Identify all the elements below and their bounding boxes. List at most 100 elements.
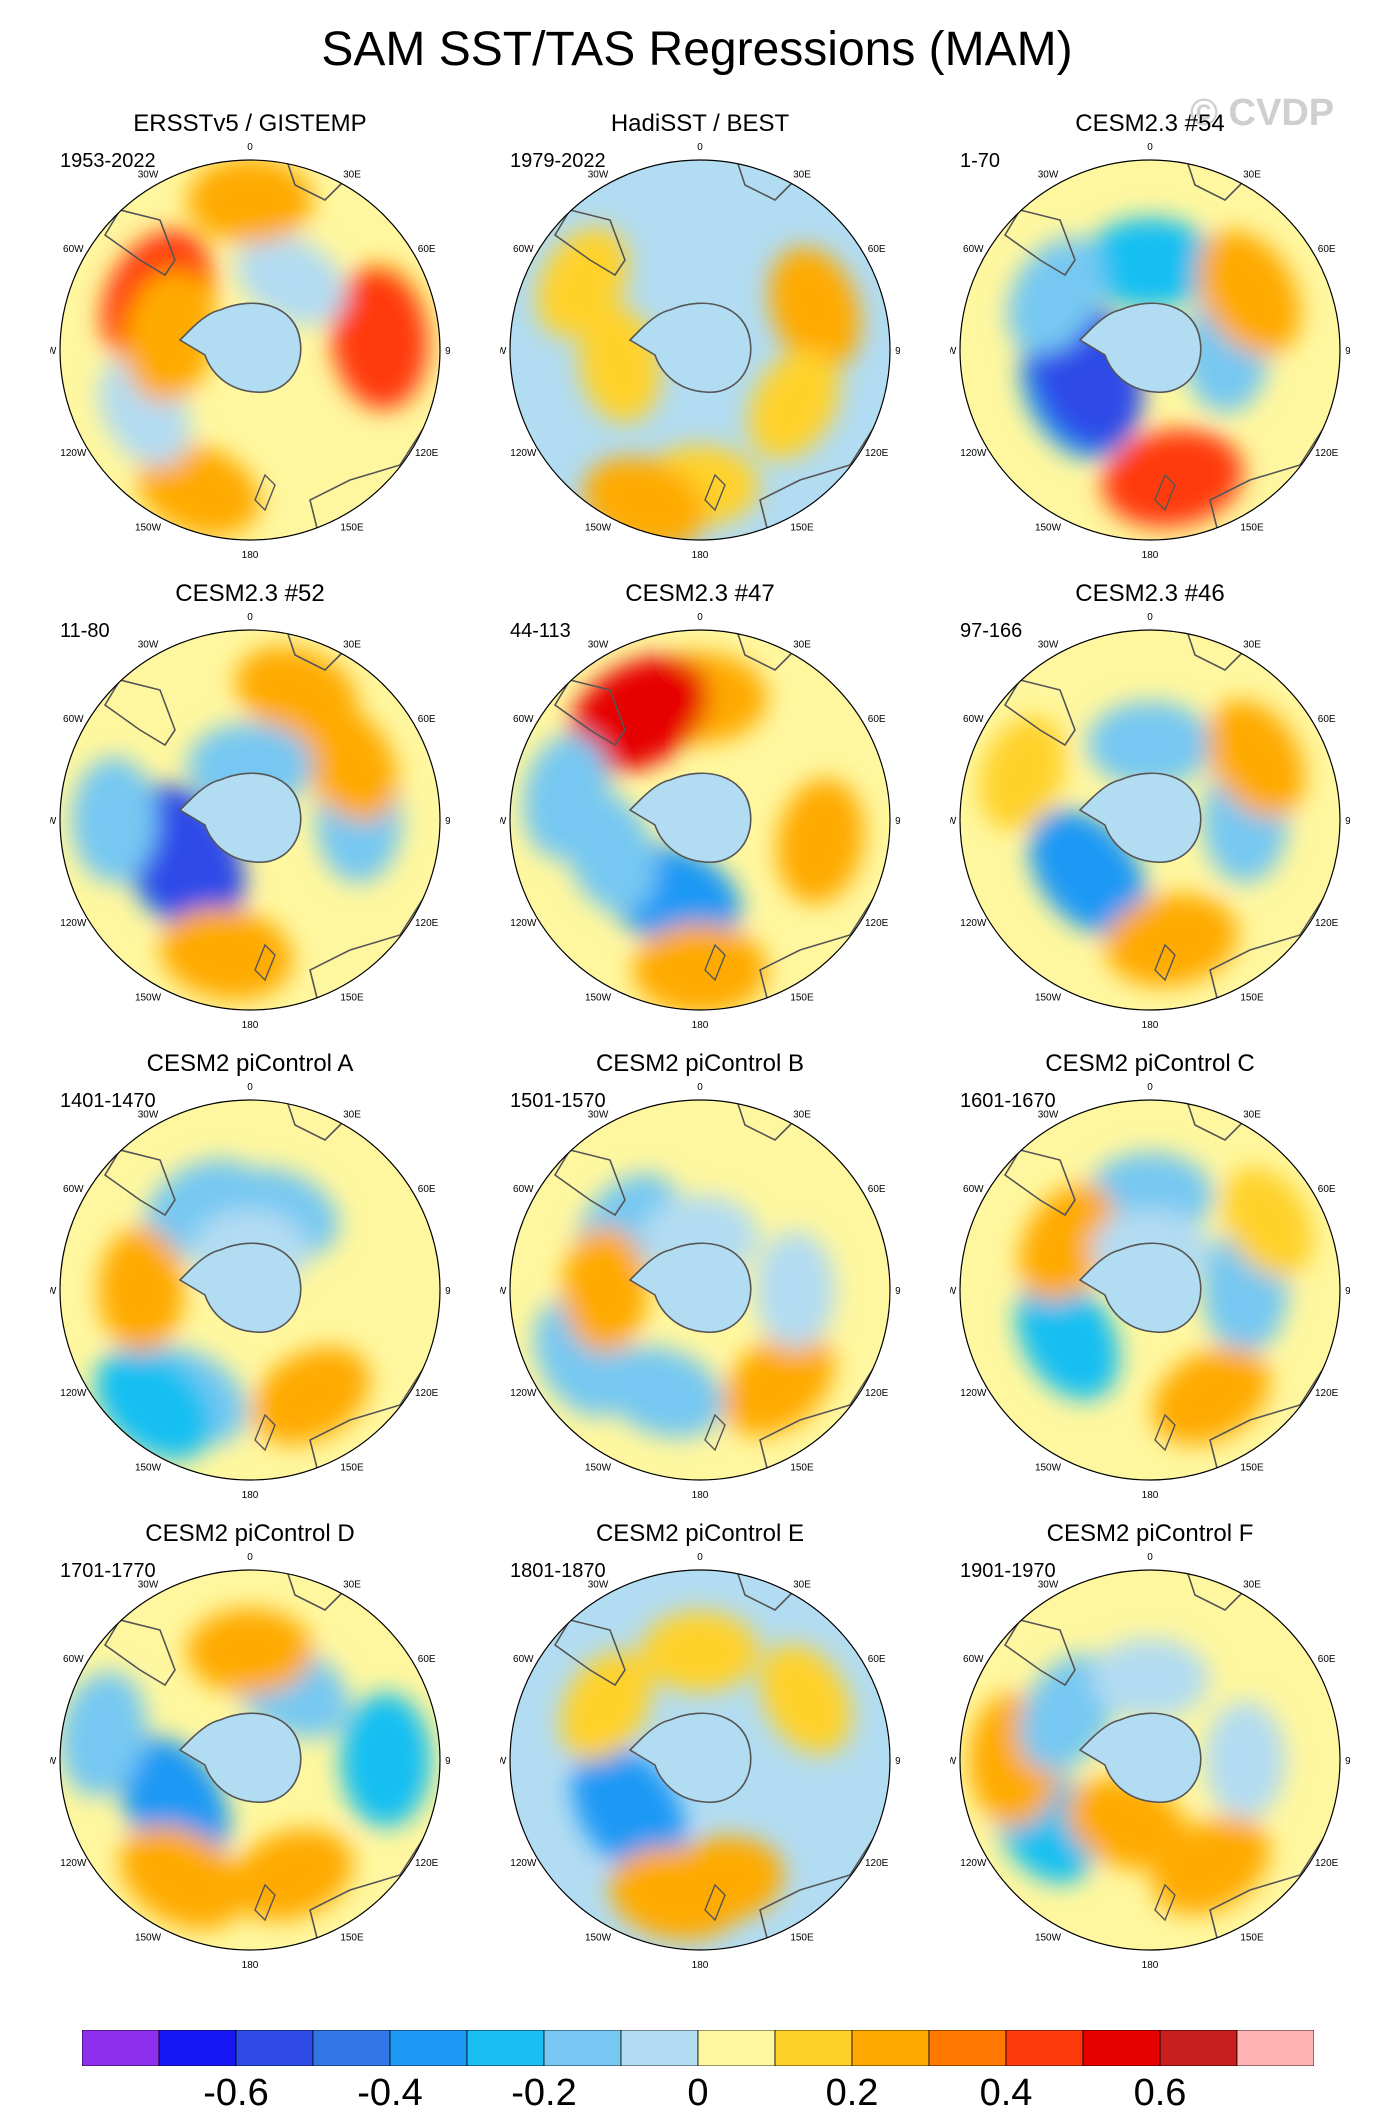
anomaly-region — [1102, 429, 1244, 528]
panel-title: CESM2 piControl C — [1045, 1050, 1255, 1077]
longitude-label: 30W — [1038, 169, 1059, 180]
map-panel: CESM2 piControl F 1901-1970 0 30E 60E 90E 120E… — [940, 1520, 1360, 1980]
map-panel: CESM2.3 #54 1-70 0 30E 60E 90E 120E 150E 180 150W… — [940, 110, 1360, 570]
new-zealand-coastline — [704, 1883, 726, 1922]
africa-coastline — [284, 160, 351, 201]
longitude-label: 150W — [585, 993, 612, 1004]
africa-coastline — [734, 160, 801, 201]
anomaly-region — [562, 1227, 648, 1353]
new-zealand-coastline — [254, 473, 276, 512]
longitude-label: 30W — [1038, 1579, 1059, 1590]
longitude-label: 0 — [247, 612, 253, 623]
longitude-label: 60E — [1318, 244, 1336, 255]
anomaly-region — [98, 1227, 185, 1353]
longitude-label: 150W — [585, 523, 612, 534]
longitude-label: 60W — [63, 1184, 84, 1195]
longitude-label: 120E — [415, 1388, 439, 1399]
longitude-label: 90W — [500, 816, 507, 827]
map-border — [509, 1099, 891, 1481]
antarctica-coastline — [628, 1712, 752, 1803]
map-panel: ERSSTv5 / GISTEMP 1953-2022 0 30E 60E 90E 120E… — [40, 110, 460, 570]
anomaly-region — [776, 778, 865, 904]
colorbar-swatch — [312, 2030, 391, 2066]
anomaly-region — [641, 1610, 759, 1692]
anomaly-region — [1083, 217, 1217, 309]
longitude-label: 90W — [950, 346, 957, 357]
longitude-label: 30W — [138, 169, 159, 180]
colorbar-swatch — [1005, 2030, 1084, 2066]
panel-title: CESM2 piControl E — [595, 1520, 805, 1547]
longitude-label: 30E — [793, 639, 811, 650]
map-panel: CESM2 piControl B 1501-1570 0 30E 60E 90E 120E… — [490, 1050, 910, 1510]
longitude-label: 90W — [950, 816, 957, 827]
longitude-label: 90E — [445, 1756, 450, 1767]
longitude-label: 180 — [692, 550, 709, 561]
anomaly-region — [569, 656, 709, 772]
longitude-label: 120W — [60, 448, 87, 459]
longitude-label: 120W — [60, 1388, 87, 1399]
map-border — [959, 159, 1341, 541]
longitude-label: 150W — [585, 1933, 612, 1944]
south-america-coastline — [553, 209, 626, 277]
africa-coastline — [284, 630, 351, 671]
new-zealand-coastline — [1154, 943, 1176, 982]
longitude-label: 90W — [950, 1286, 957, 1297]
longitude-label: 180 — [242, 1490, 259, 1501]
longitude-label: 60E — [1318, 1184, 1336, 1195]
australia-coastline — [1209, 1819, 1336, 1950]
polar-map: 0 30E 60E 90E 120E 150E 180 150W 120W 90W 60W 30W — [950, 612, 1350, 1031]
africa-coastline — [284, 1100, 351, 1141]
antarctica-coastline — [628, 1242, 752, 1333]
longitude-label: 180 — [692, 1020, 709, 1031]
australia-coastline — [309, 1819, 436, 1950]
antarctica-coastline — [178, 772, 302, 863]
panel-title: CESM2.3 #54 — [1075, 110, 1225, 137]
panel-years: 1801-1870 — [510, 1560, 606, 1582]
anomaly-region — [119, 1825, 245, 1930]
antarctica-coastline — [178, 1242, 302, 1333]
panel-title: CESM2.3 #46 — [1075, 580, 1225, 607]
longitude-label: 30E — [343, 1109, 361, 1120]
australia-coastline — [759, 409, 886, 540]
antarctica-coastline — [178, 1712, 302, 1803]
new-zealand-coastline — [1154, 473, 1176, 512]
panel-title: HadiSST / BEST — [610, 110, 790, 137]
anomaly-region — [235, 646, 358, 739]
panel-years: 1979-2022 — [510, 150, 606, 172]
map-panel: CESM2 piControl D 1701-1770 0 30E 60E 90E 120E… — [40, 1520, 460, 1980]
south-america-coastline — [1003, 1619, 1076, 1687]
longitude-label: 30W — [588, 639, 609, 650]
panel-title: CESM2.3 #52 — [175, 580, 325, 607]
longitude-label: 30W — [138, 1109, 159, 1120]
australia-coastline — [759, 1819, 886, 1950]
antarctica-coastline — [628, 772, 752, 863]
longitude-label: 150W — [135, 993, 162, 1004]
polar-map: 0 30E 60E 90E 120E 150E 180 150W 120W 90W 60W 30W — [950, 142, 1350, 561]
colorbar — [82, 2030, 1314, 2066]
longitude-label: 0 — [697, 612, 703, 623]
anomaly-region — [71, 757, 158, 883]
longitude-label: 180 — [1142, 1960, 1159, 1971]
anomaly-region — [187, 1608, 313, 1695]
longitude-label: 60E — [868, 1184, 886, 1195]
longitude-label: 30W — [1038, 1109, 1059, 1120]
longitude-label: 60W — [963, 1184, 984, 1195]
longitude-label: 90E — [445, 1286, 450, 1297]
map-panel: CESM2.3 #47 44-113 0 30E 60E 90E 120E 150E 180 15… — [490, 580, 910, 1040]
anomaly-region — [252, 1347, 370, 1445]
australia-coastline — [1209, 409, 1336, 540]
colorbar-label: 0 — [687, 2072, 709, 2114]
longitude-label: 120E — [865, 1858, 889, 1869]
map-panel: CESM2.3 #52 11-80 0 30E 60E 90E 120E 150E 180 150… — [40, 580, 460, 1040]
longitude-label: 90E — [1345, 346, 1350, 357]
longitude-label: 150W — [135, 1463, 162, 1474]
polar-map: 0 30E 60E 90E 120E 150E 180 150W 120W 90W 60W 30W — [500, 1082, 900, 1501]
antarctica-coastline — [1078, 772, 1202, 863]
longitude-label: 30E — [343, 169, 361, 180]
longitude-label: 90W — [500, 1286, 507, 1297]
longitude-label: 60W — [963, 714, 984, 725]
longitude-label: 150W — [135, 1933, 162, 1944]
colorbar-label: 0.6 — [1133, 2072, 1187, 2114]
longitude-label: 60W — [513, 244, 534, 255]
longitude-label: 60E — [1318, 1654, 1336, 1665]
